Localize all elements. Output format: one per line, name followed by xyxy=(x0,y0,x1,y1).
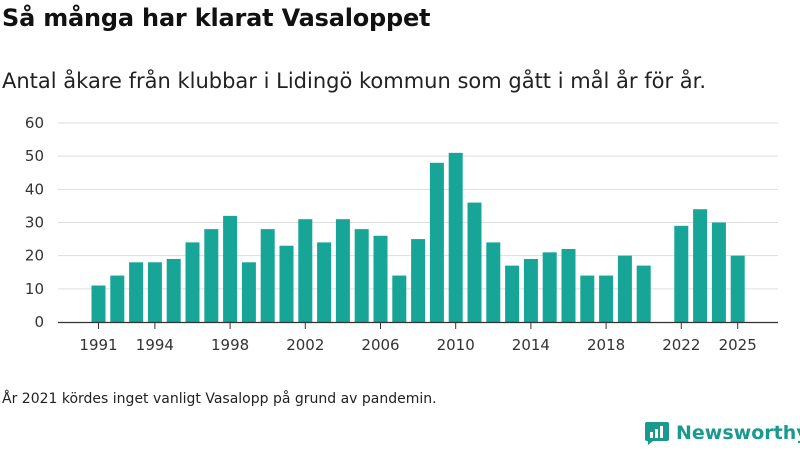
bar xyxy=(636,265,651,322)
x-tick-label: 2018 xyxy=(587,336,625,354)
x-tick-label: 2022 xyxy=(662,336,700,354)
x-tick-label: 2025 xyxy=(719,336,757,354)
bar xyxy=(279,245,294,322)
chart-title: Så många har klarat Vasaloppet xyxy=(2,4,431,32)
x-tick-label: 2006 xyxy=(361,336,399,354)
bar xyxy=(260,229,275,322)
newsworthy-icon xyxy=(645,422,669,445)
bar xyxy=(580,275,595,322)
bar xyxy=(674,225,689,322)
bar xyxy=(542,252,557,322)
bar xyxy=(317,242,332,322)
bar xyxy=(335,219,350,322)
bar xyxy=(91,285,106,322)
x-tick-label: 2010 xyxy=(437,336,475,354)
bar xyxy=(373,235,388,322)
bar xyxy=(223,215,238,322)
bar xyxy=(561,249,576,322)
bar xyxy=(241,262,256,322)
bar xyxy=(730,255,745,322)
y-tick-label: 0 xyxy=(34,313,44,331)
bar xyxy=(448,152,463,322)
bar xyxy=(204,229,219,322)
bar xyxy=(467,202,482,322)
bar xyxy=(411,239,426,322)
bar xyxy=(147,262,162,322)
bar xyxy=(354,229,369,322)
y-tick-label: 60 xyxy=(25,114,44,132)
x-tick-label: 2002 xyxy=(286,336,324,354)
y-tick-label: 10 xyxy=(25,280,44,298)
bar xyxy=(505,265,520,322)
footnote: År 2021 kördes inget vanligt Vasalopp på… xyxy=(2,391,437,407)
bar xyxy=(185,242,200,322)
bar xyxy=(486,242,501,322)
brand-name: Newsworthy xyxy=(676,422,800,444)
bar xyxy=(711,222,726,322)
bar xyxy=(392,275,407,322)
newsworthy-logo[interactable]: Newsworthy xyxy=(644,420,800,446)
bar xyxy=(693,209,708,322)
bar xyxy=(166,258,181,322)
bar xyxy=(129,262,144,322)
x-tick-label: 1998 xyxy=(211,336,249,354)
y-tick-label: 30 xyxy=(25,214,44,232)
x-tick-label: 1994 xyxy=(136,336,174,354)
bar xyxy=(617,255,632,322)
bar xyxy=(599,275,614,322)
bar xyxy=(298,219,313,322)
y-tick-label: 40 xyxy=(25,180,44,198)
y-tick-label: 50 xyxy=(25,147,44,165)
x-tick-label: 1991 xyxy=(79,336,117,354)
chart-subtitle: Antal åkare från klubbar i Lidingö kommu… xyxy=(2,69,707,93)
bar xyxy=(523,258,538,322)
bar xyxy=(110,275,125,322)
y-tick-label: 20 xyxy=(25,247,44,265)
x-tick-label: 2014 xyxy=(512,336,550,354)
bar xyxy=(429,162,444,322)
bar-chart: 0 10 20 30 40 50 60 1991 1994 1998 2002 2006 2010 201… xyxy=(25,114,778,354)
